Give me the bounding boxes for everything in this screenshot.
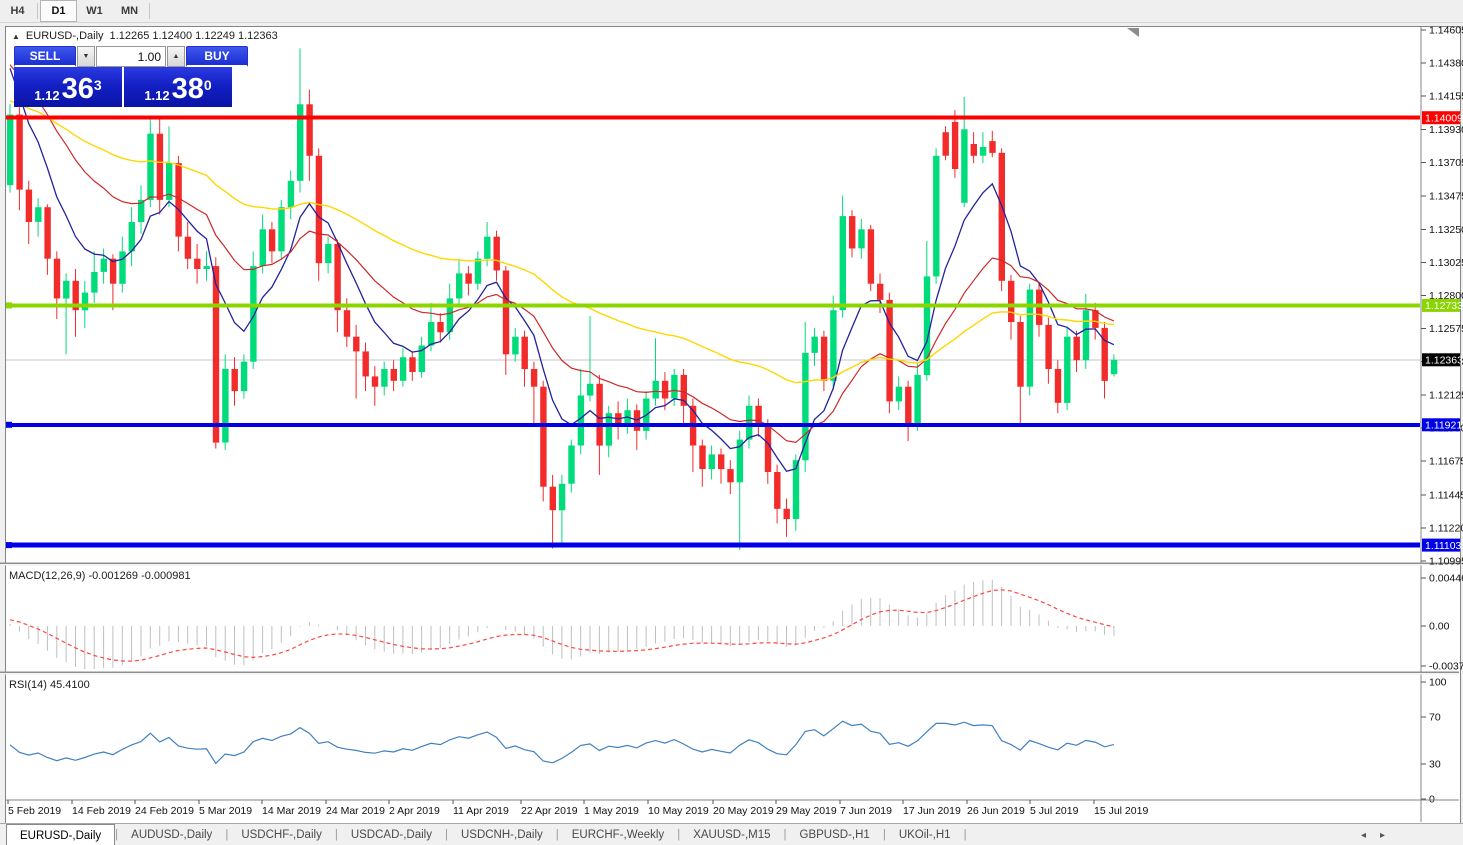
svg-text:1.10995: 1.10995 [1429, 556, 1463, 568]
timeframe-button-w1[interactable]: W1 [86, 5, 103, 17]
svg-text:1.14155: 1.14155 [1429, 91, 1463, 103]
spinner-down-icon: ▼ [82, 53, 90, 60]
symbol-tab-xauusd-m15[interactable]: XAUUSD-,M15 [693, 829, 771, 841]
svg-text:1.13475: 1.13475 [1429, 191, 1463, 203]
buy-price-big: 38 [171, 73, 204, 106]
chart-symbol-title: EURUSD-,Daily [25, 30, 104, 42]
svg-text:1.12363: 1.12363 [1425, 355, 1463, 367]
sell-price-prefix: 1.12 [34, 88, 60, 103]
timeframe-button-h4[interactable]: H4 [10, 5, 25, 17]
symbol-tab-usdcad-daily[interactable]: USDCAD-,Daily [350, 829, 432, 841]
svg-text:24 Mar 2019: 24 Mar 2019 [326, 805, 385, 817]
tab-separator: | [334, 829, 338, 841]
tab-separator: | [677, 829, 681, 841]
svg-text:1.12125: 1.12125 [1429, 389, 1463, 401]
svg-text:2 Apr 2019: 2 Apr 2019 [389, 805, 440, 817]
svg-text:1.13250: 1.13250 [1429, 224, 1463, 236]
svg-text:14 Feb 2019: 14 Feb 2019 [72, 805, 131, 817]
svg-text:17 Jun 2019: 17 Jun 2019 [903, 805, 961, 817]
tab-separator: | [225, 829, 229, 841]
svg-text:15 Jul 2019: 15 Jul 2019 [1094, 805, 1148, 817]
svg-text:1.11220: 1.11220 [1429, 522, 1463, 534]
svg-text:0.004465: 0.004465 [1429, 573, 1463, 585]
svg-text:1.14009: 1.14009 [1425, 113, 1463, 125]
svg-text:0.00: 0.00 [1429, 621, 1450, 633]
toolbar-separator [37, 3, 38, 19]
svg-text:10 May 2019: 10 May 2019 [648, 805, 709, 817]
macd-label: MACD(12,26,9) -0.001269 -0.000981 [9, 570, 191, 582]
rsi-label: RSI(14) 45.4100 [9, 679, 90, 691]
sell-price-button[interactable]: 1.12 36 3 [14, 67, 122, 107]
svg-text:1.11921: 1.11921 [1425, 420, 1462, 432]
svg-text:1.11103: 1.11103 [1425, 540, 1462, 552]
svg-text:1 May 2019: 1 May 2019 [584, 805, 639, 817]
symbol-tab-ukoil-h1[interactable]: UKOil-,H1 [898, 829, 951, 841]
chart-header: ▲ EURUSD-,Daily 1.12265 1.12400 1.12249 … [12, 30, 278, 42]
symbol-tab-usdchf-daily[interactable]: USDCHF-,Daily [241, 829, 322, 841]
symbol-tab-bar: EURUSD-,Daily | AUDUSD-,Daily | USDCHF-,Dail… [0, 823, 1463, 845]
chart-ohlc-values: 1.12265 1.12400 1.12249 1.12363 [109, 30, 278, 42]
buy-price-prefix: 1.12 [144, 88, 170, 103]
sell-price-pipette: 3 [93, 77, 102, 93]
tab-scroll-left-icon[interactable]: ◂ [1360, 829, 1366, 841]
buy-price-button[interactable]: 1.12 38 0 [124, 67, 232, 107]
svg-text:5 Feb 2019: 5 Feb 2019 [8, 805, 61, 817]
svg-text:70: 70 [1429, 712, 1441, 724]
timeframe-toolbar: H4 D1 W1 MN [0, 0, 1463, 23]
svg-text:1.13025: 1.13025 [1429, 257, 1463, 269]
symbol-tab-gbpusd-h1[interactable]: GBPUSD-,H1 [799, 829, 870, 841]
sell-price-big: 36 [61, 73, 94, 106]
volume-increase-button[interactable]: ▲ [167, 46, 185, 67]
svg-text:1.14380: 1.14380 [1429, 58, 1463, 70]
tab-separator: | [882, 829, 886, 841]
svg-text:29 May 2019: 29 May 2019 [776, 805, 837, 817]
svg-text:22 Apr 2019: 22 Apr 2019 [521, 805, 578, 817]
buy-price-pipette: 0 [203, 77, 212, 93]
buy-button[interactable]: BUY [186, 46, 248, 67]
svg-text:14 Mar 2019: 14 Mar 2019 [262, 805, 321, 817]
svg-text:20 May 2019: 20 May 2019 [713, 805, 774, 817]
svg-text:1.13705: 1.13705 [1429, 157, 1463, 169]
svg-text:24 Feb 2019: 24 Feb 2019 [135, 805, 194, 817]
timeframe-button-mn[interactable]: MN [120, 5, 139, 17]
tab-separator: | [783, 829, 787, 841]
tab-scroll-right-icon[interactable]: ▸ [1379, 829, 1385, 841]
timeframe-button-d1[interactable]: D1 [40, 0, 77, 22]
svg-text:1.12575: 1.12575 [1429, 323, 1463, 335]
symbol-tab-eurchf-weekly[interactable]: EURCHF-,Weekly [571, 829, 665, 841]
symbol-tab-usdcnh-daily[interactable]: USDCNH-,Daily [460, 829, 543, 841]
toolbar-separator [149, 3, 150, 19]
symbol-tab-audusd-daily[interactable]: AUDUSD-,Daily [131, 829, 213, 841]
tab-separator: | [444, 829, 448, 841]
spinner-up-icon: ▲ [172, 53, 180, 60]
svg-text:5 Mar 2019: 5 Mar 2019 [199, 805, 252, 817]
collapse-triangle-icon[interactable]: ▲ [12, 31, 20, 41]
svg-text:5 Jul 2019: 5 Jul 2019 [1030, 805, 1079, 817]
tab-separator: | [555, 829, 559, 841]
svg-text:1.11445: 1.11445 [1429, 489, 1463, 501]
symbol-tab-eurusd-daily[interactable]: EURUSD-,Daily [6, 824, 116, 845]
tab-separator: | [963, 829, 967, 841]
svg-text:-0.003715: -0.003715 [1429, 660, 1463, 672]
volume-decrease-button[interactable]: ▼ [77, 46, 95, 67]
svg-text:1.14605: 1.14605 [1429, 25, 1463, 37]
volume-input[interactable] [96, 46, 166, 67]
sell-button[interactable]: SELL [14, 46, 76, 67]
svg-text:26 Jun 2019: 26 Jun 2019 [967, 805, 1025, 817]
svg-text:1.13930: 1.13930 [1429, 124, 1463, 136]
svg-text:1.12733: 1.12733 [1425, 300, 1463, 312]
svg-text:30: 30 [1429, 758, 1441, 770]
svg-text:1.11675: 1.11675 [1429, 456, 1463, 468]
svg-text:11 Apr 2019: 11 Apr 2019 [453, 805, 509, 817]
tab-separator: | [115, 829, 119, 841]
svg-text:100: 100 [1429, 677, 1447, 689]
svg-text:7 Jun 2019: 7 Jun 2019 [840, 805, 892, 817]
